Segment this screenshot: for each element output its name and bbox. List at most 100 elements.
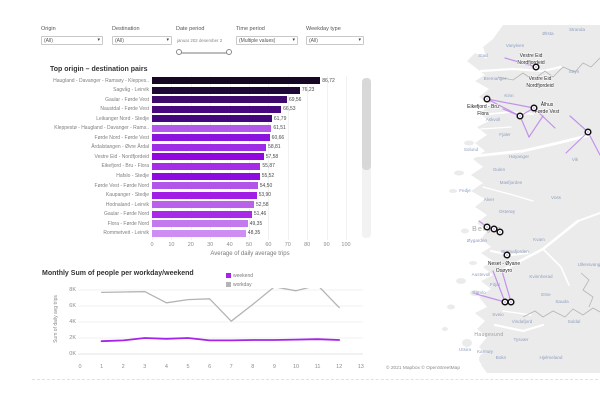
map-place-label: Vik bbox=[572, 157, 579, 162]
map-place-label: Stranda bbox=[569, 27, 586, 32]
bar[interactable] bbox=[152, 229, 246, 237]
bar-chart-scrollbar[interactable] bbox=[362, 78, 371, 238]
bar[interactable] bbox=[152, 153, 264, 161]
bar[interactable] bbox=[152, 77, 321, 84]
slider-handle-end[interactable] bbox=[226, 49, 232, 55]
x-tick-label: 100 bbox=[341, 242, 351, 248]
scrollbar-thumb[interactable] bbox=[362, 78, 371, 170]
map-marker[interactable] bbox=[516, 112, 524, 120]
bar-category-label: Naustdal - Førde Vest bbox=[100, 106, 149, 113]
bar-value-label: 61,79 bbox=[273, 115, 287, 122]
bar-row: Vestre Eid - Nordfjordeid 57,58 bbox=[40, 152, 360, 161]
filter-dropdown-destination[interactable]: (All) ▾ bbox=[112, 36, 172, 45]
flow-line[interactable] bbox=[533, 107, 556, 129]
bar[interactable] bbox=[152, 220, 248, 228]
map-place-label: Hjelmeland bbox=[540, 355, 563, 360]
bar-value-label: 55,87 bbox=[262, 163, 275, 170]
map-marker[interactable] bbox=[501, 298, 509, 306]
map-place-label: Ørsta bbox=[542, 31, 554, 36]
line-chart-y-axis-title: Sum of daily avg trips bbox=[53, 295, 59, 343]
flow-line[interactable] bbox=[475, 293, 506, 303]
line-chart-legend: weekend workday bbox=[226, 271, 253, 289]
bar[interactable] bbox=[152, 143, 267, 151]
bar[interactable] bbox=[152, 115, 272, 123]
map-place-label: Bremanger bbox=[484, 76, 507, 81]
bar-row: Sagvåg - Leirvik 76,23 bbox=[40, 86, 360, 95]
flow-line[interactable] bbox=[519, 115, 530, 138]
map-place-label: Stryn bbox=[569, 69, 580, 74]
flow-line[interactable] bbox=[501, 270, 512, 303]
filter-dropdown-origin[interactable]: (All) ▾ bbox=[41, 36, 103, 45]
map-mark-label: Vestre Eid bbox=[520, 53, 543, 59]
bar-category-label: Kaupanger - Stedje bbox=[105, 192, 149, 199]
bar[interactable] bbox=[152, 86, 300, 94]
flow-line[interactable] bbox=[565, 131, 589, 154]
x-tick-label: 10 bbox=[292, 364, 300, 370]
caret-down-icon[interactable]: ▾ bbox=[292, 37, 295, 43]
map-place-label: Høyanger bbox=[509, 154, 530, 159]
caret-down-icon[interactable]: ▾ bbox=[97, 37, 100, 43]
flow-line[interactable] bbox=[528, 115, 544, 138]
bar[interactable] bbox=[152, 162, 261, 170]
map-place-label: Alver bbox=[484, 197, 495, 202]
bar-row: Gaular - Førde Nord 51,46 bbox=[40, 210, 360, 219]
bar-category-label: Rommetveit - Leirvik bbox=[103, 230, 149, 237]
caret-down-icon[interactable]: ▾ bbox=[358, 37, 361, 43]
slider-track[interactable] bbox=[179, 52, 230, 54]
map-marker[interactable] bbox=[483, 95, 491, 103]
flow-line[interactable] bbox=[486, 98, 535, 109]
map-place-label: Stad bbox=[478, 53, 488, 58]
filter-destination: Destination (All) ▾ bbox=[112, 26, 172, 45]
map-marker[interactable] bbox=[490, 225, 498, 233]
map-marker[interactable] bbox=[584, 128, 592, 136]
bar-category-label: Kleppestø - Haugland - Davanger - Rams.. bbox=[54, 125, 149, 132]
legend-item-weekend[interactable]: weekend bbox=[226, 271, 253, 280]
map-marker[interactable] bbox=[507, 298, 515, 306]
bar[interactable] bbox=[152, 124, 272, 132]
bar-value-label: 76,23 bbox=[301, 87, 315, 94]
bar[interactable] bbox=[152, 96, 287, 104]
bar[interactable] bbox=[152, 182, 258, 190]
bar[interactable] bbox=[152, 105, 282, 113]
filter-value: (Multiple values) bbox=[239, 37, 276, 44]
map-mark-label: Flora bbox=[477, 111, 489, 117]
map-mark-label: Vestre Eid bbox=[529, 76, 552, 82]
bar-value-label: 60,66 bbox=[271, 134, 285, 141]
map-marker[interactable] bbox=[496, 228, 504, 236]
bar-chart-x-axis-title: Average of daily average trips bbox=[210, 251, 290, 257]
bar[interactable] bbox=[152, 210, 252, 218]
flow-line[interactable] bbox=[492, 270, 506, 303]
bar-category-label: Gaular - Førde Nord bbox=[103, 211, 149, 218]
bar[interactable] bbox=[152, 134, 270, 142]
map-marker[interactable] bbox=[503, 251, 511, 259]
flow-line[interactable] bbox=[587, 131, 600, 156]
map-place-label: Kvinnherad bbox=[529, 274, 553, 279]
date-range-slider[interactable] bbox=[176, 49, 233, 57]
map[interactable]: Stranda Ørsta Vanylven Stad Stryn Bremanger Ki… bbox=[383, 25, 600, 373]
gridline bbox=[346, 76, 347, 240]
map-mark-label: Eikefjord - Bru bbox=[467, 104, 499, 110]
map-marker[interactable] bbox=[483, 223, 491, 231]
flow-line[interactable] bbox=[504, 57, 537, 68]
caret-down-icon[interactable]: ▾ bbox=[166, 37, 169, 43]
bar[interactable] bbox=[152, 172, 260, 180]
line-chart-title: Monthly Sum of people per workday/weeken… bbox=[42, 270, 194, 277]
map-place-label: Solund bbox=[464, 147, 479, 152]
map-marker[interactable] bbox=[530, 104, 538, 112]
flow-line[interactable] bbox=[569, 115, 589, 133]
filter-dropdown-time-period[interactable]: (Multiple values) ▾ bbox=[236, 36, 298, 45]
bar[interactable] bbox=[152, 201, 254, 209]
series-line-weekend[interactable] bbox=[100, 337, 341, 343]
legend-label: workday bbox=[233, 281, 252, 288]
series-line-workday[interactable] bbox=[100, 288, 340, 322]
slider-handle-start[interactable] bbox=[176, 49, 182, 55]
x-tick-label: 40 bbox=[226, 242, 233, 248]
y-tick-label: 6K bbox=[69, 303, 76, 309]
legend-item-workday[interactable]: workday bbox=[226, 280, 253, 289]
filter-dropdown-weekday-type[interactable]: (All) ▾ bbox=[306, 36, 364, 45]
filter-label: Weekday type bbox=[306, 26, 341, 32]
x-tick-label: 4 bbox=[164, 364, 168, 370]
bar[interactable] bbox=[152, 191, 257, 199]
legend-label: weekend bbox=[233, 272, 254, 279]
map-marker[interactable] bbox=[532, 63, 540, 71]
